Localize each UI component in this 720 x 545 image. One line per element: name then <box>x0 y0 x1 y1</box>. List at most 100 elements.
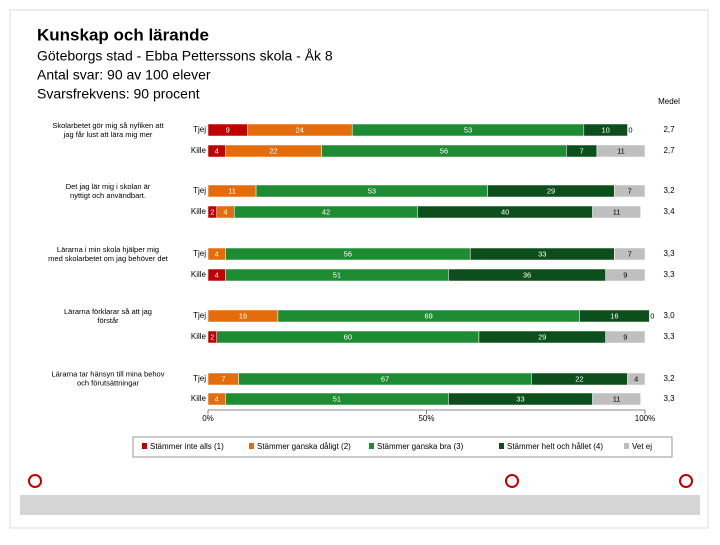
legend-swatch <box>624 443 629 449</box>
data-label: 4 <box>634 374 638 383</box>
bar-segment <box>614 247 646 261</box>
data-label: 42 <box>322 207 330 216</box>
row-label: Kille <box>191 270 207 279</box>
data-label: 11 <box>613 394 621 403</box>
legend-swatch <box>249 443 254 449</box>
medel-value: 3,3 <box>663 332 675 341</box>
row-label: Kille <box>191 394 207 403</box>
question-label: Det jag lär mig i skolan är nyttigt och a… <box>66 182 151 200</box>
data-label: 22 <box>269 146 277 155</box>
row-label: Tjej <box>193 249 206 258</box>
data-label: 60 <box>344 332 352 341</box>
data-label: 40 <box>501 207 509 216</box>
data-label: 2 <box>210 207 214 216</box>
data-label: 9 <box>623 270 627 279</box>
data-label: 29 <box>538 332 546 341</box>
title: Kunskap och lärande <box>37 25 209 44</box>
legend-swatch <box>499 443 504 449</box>
data-label: 4 <box>223 207 227 216</box>
bar-segment <box>614 184 646 198</box>
medel-value: 3,3 <box>663 249 675 258</box>
medel-value: 2,7 <box>663 146 675 155</box>
x-tick-label: 100% <box>635 414 655 423</box>
subtitle: Antal svar: 90 av 100 elever <box>37 67 211 83</box>
data-label: 4 <box>215 394 219 403</box>
data-label: 24 <box>296 125 304 134</box>
bar-segment <box>592 205 641 219</box>
row-label: Kille <box>191 146 207 155</box>
question-label: Lärarna i min skola hjälper mig med skola… <box>48 245 169 263</box>
data-label: 29 <box>547 186 555 195</box>
medel-value: 2,7 <box>663 125 675 134</box>
bar-segment <box>627 372 646 386</box>
medel-title: Medel <box>658 97 680 106</box>
data-label: 33 <box>516 394 524 403</box>
data-label: 10 <box>601 125 609 134</box>
row-label: Tjej <box>193 311 206 320</box>
legend-label: Stämmer helt och hållet (4) <box>507 442 603 451</box>
medel-value: 3,4 <box>663 207 675 216</box>
row-label: Kille <box>191 332 207 341</box>
question-label: Lärarna tar hänsyn till mina behov och fö… <box>52 369 165 387</box>
bar-segment <box>605 330 646 344</box>
data-label: 16 <box>610 311 618 320</box>
row-label: Tjej <box>193 125 206 134</box>
legend-label: Vet ej <box>632 442 652 451</box>
data-label: 7 <box>628 249 632 258</box>
row-label: Tjej <box>193 374 206 383</box>
data-label: 7 <box>221 374 225 383</box>
bar-segment <box>592 392 641 406</box>
data-label: 51 <box>333 394 341 403</box>
footer-decoration <box>20 474 700 515</box>
medel-value: 3,0 <box>663 311 675 320</box>
legend-swatch <box>142 443 147 449</box>
medel-value: 3,2 <box>663 186 675 195</box>
data-label: 0 <box>650 311 654 320</box>
data-label: 2 <box>210 332 214 341</box>
medel-value: 3,3 <box>663 394 675 403</box>
data-label: 33 <box>538 249 546 258</box>
data-label: 16 <box>239 311 247 320</box>
data-label: 11 <box>228 186 236 195</box>
x-tick-label: 0% <box>202 414 214 423</box>
legend-label: Stämmer ganska bra (3) <box>377 442 464 451</box>
data-label: 11 <box>617 146 625 155</box>
data-label: 11 <box>613 207 621 216</box>
legend-box <box>132 436 673 458</box>
data-label: 0 <box>628 125 632 134</box>
bar-segment <box>583 123 628 137</box>
data-label: 7 <box>580 146 584 155</box>
legend-label: Stämmer ganska dåligt (2) <box>257 442 351 451</box>
data-label: 67 <box>381 374 389 383</box>
data-label: 53 <box>464 125 472 134</box>
medel-value: 3,3 <box>663 270 675 279</box>
bar-segment <box>605 268 646 282</box>
question-label: Skolarbetet gör mig så nyfiken att jag få… <box>52 121 164 139</box>
bar-segment <box>579 309 650 323</box>
row-label: Tjej <box>193 186 206 195</box>
data-label: 53 <box>368 186 376 195</box>
data-label: 56 <box>440 146 448 155</box>
row-label: Kille <box>191 207 207 216</box>
x-tick-label: 50% <box>418 414 434 423</box>
data-label: 9 <box>226 125 230 134</box>
data-label: 4 <box>215 146 219 155</box>
data-label: 56 <box>344 249 352 258</box>
legend-label: Stämmer inte alls (1) <box>150 442 224 451</box>
data-label: 69 <box>425 311 433 320</box>
data-label: 22 <box>575 374 583 383</box>
data-label: 4 <box>215 249 219 258</box>
data-label: 4 <box>215 270 219 279</box>
question-label: Lärarna förklarar så att jag förstår <box>64 307 152 325</box>
data-label: 51 <box>333 270 341 279</box>
legend-swatch <box>369 443 374 449</box>
subtitle: Göteborgs stad - Ebba Petterssons skola … <box>37 48 333 64</box>
subtitle: Svarsfrekvens: 90 procent <box>37 86 200 102</box>
medel-value: 3,2 <box>663 374 675 383</box>
data-label: 9 <box>623 332 627 341</box>
data-label: 7 <box>628 186 632 195</box>
bar-segment <box>596 144 646 158</box>
data-label: 36 <box>523 270 531 279</box>
